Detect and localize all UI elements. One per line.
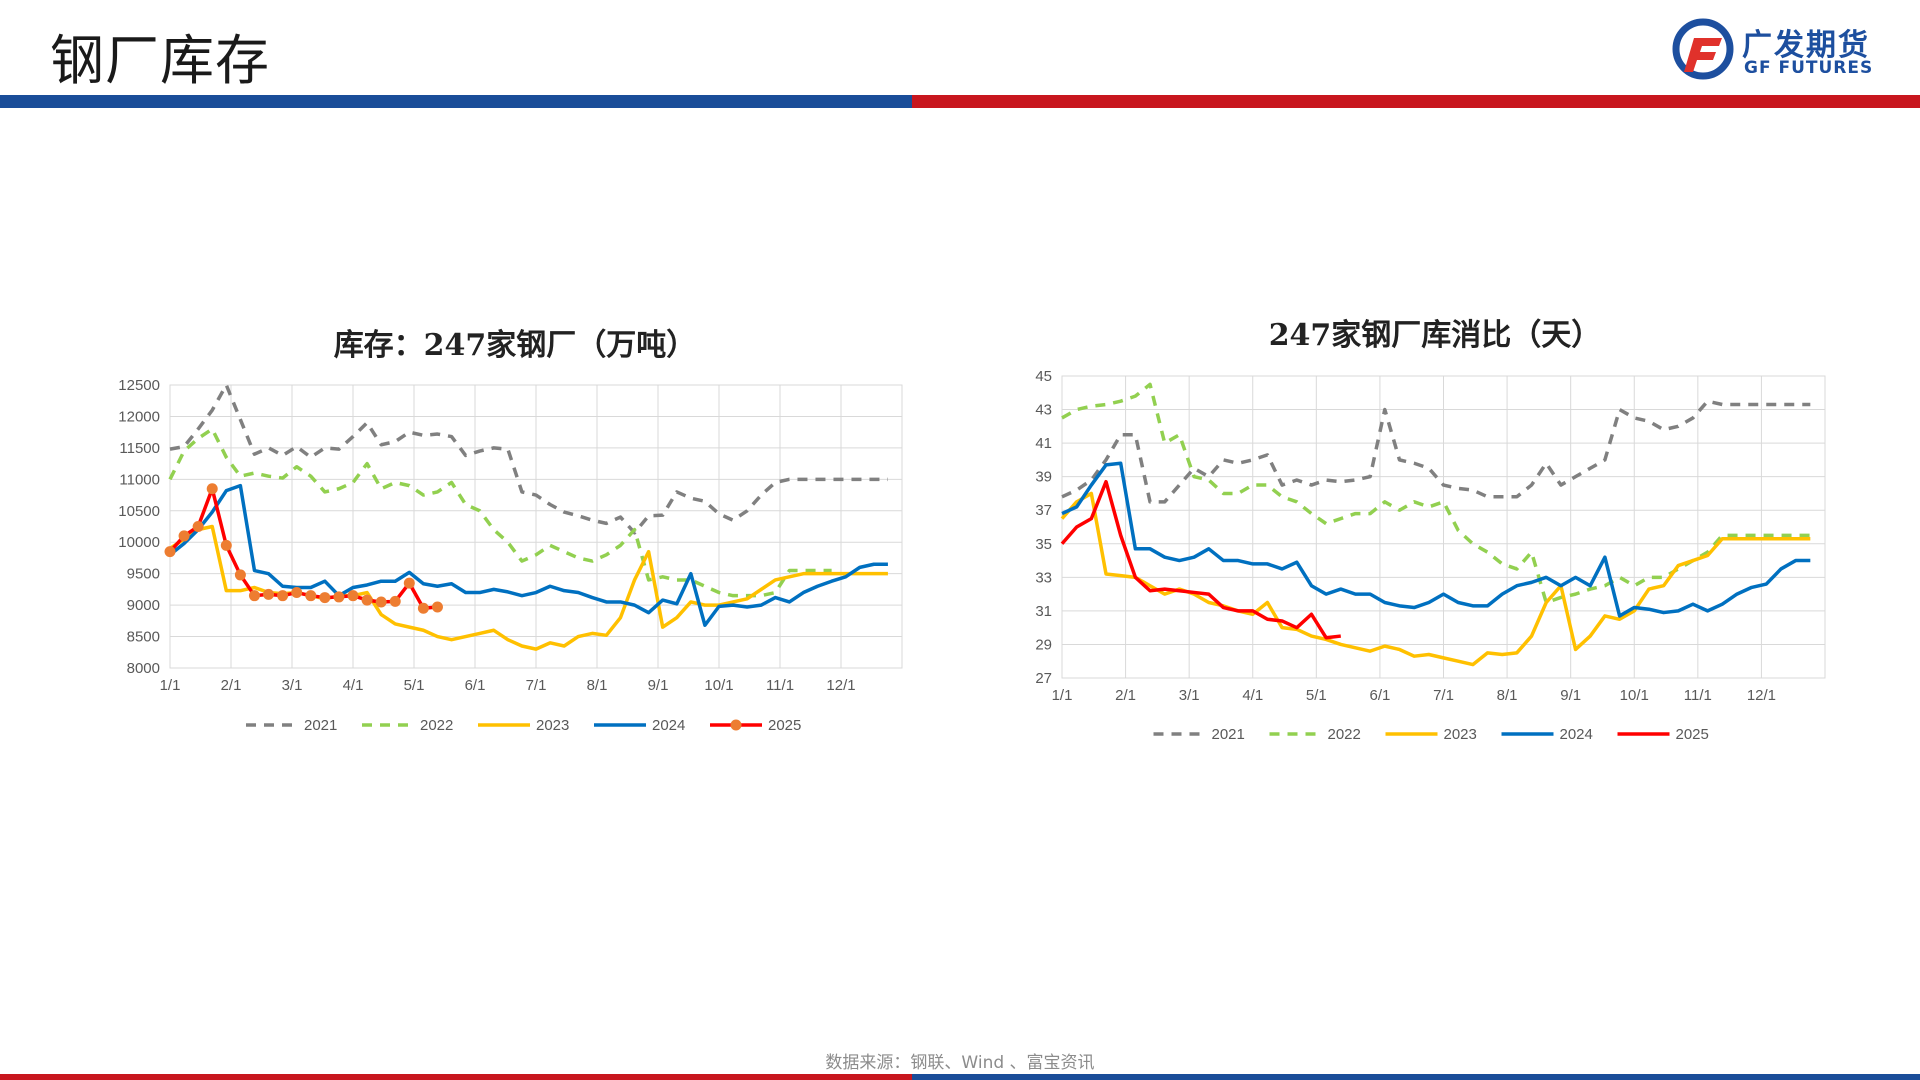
series-line-2021 xyxy=(1061,399,1811,504)
x-tick-label: 10/1 xyxy=(1620,687,1649,704)
x-tick-label: 4/1 xyxy=(343,677,364,694)
inventory-ratio-chart-svg: 27 29 31 33 35 37 39 41 43 45 1/1 2/1 3/1 4/1 5/1 6/1 7/… xyxy=(1035,368,1826,743)
y-tick-label: 8000 xyxy=(127,660,160,677)
legend-label-2021: 2021 xyxy=(304,717,337,734)
data-point-2025 xyxy=(164,546,176,558)
header-divider xyxy=(0,95,1920,108)
series-line-2025 xyxy=(1060,479,1341,640)
y-tick-label: 8500 xyxy=(127,629,160,646)
series-line-2024 xyxy=(1061,461,1811,618)
x-tick-label: 5/1 xyxy=(1306,687,1327,704)
y-tick-label: 11000 xyxy=(119,471,160,488)
logo-text-cn: 广发期货 xyxy=(1742,28,1870,63)
footer-red xyxy=(0,1074,912,1080)
legend-marker-2025 xyxy=(730,719,742,731)
y-tick-label: 35 xyxy=(1035,536,1052,553)
data-point-2025 xyxy=(206,483,218,495)
x-tick-label: 12/1 xyxy=(1747,687,1776,704)
legend-label-2025: 2025 xyxy=(1676,726,1709,743)
y-tick-label: 9000 xyxy=(127,597,160,614)
x-tick-label: 1/1 xyxy=(160,677,181,694)
x-tick-label: 3/1 xyxy=(282,677,303,694)
data-point-2025 xyxy=(403,577,415,589)
data-point-2025 xyxy=(431,601,443,613)
gf-logo-icon xyxy=(1672,18,1734,80)
x-tick-label: 6/1 xyxy=(1369,687,1390,704)
data-source: 数据来源：钢联、Wind 、富宝资讯 xyxy=(825,1053,1095,1073)
x-tick-label: 6/1 xyxy=(465,677,486,694)
data-point-2025 xyxy=(291,587,303,599)
data-point-2025 xyxy=(178,530,190,542)
logo-text-en: GF FUTURES xyxy=(1744,58,1874,78)
x-tick-label: 1/1 xyxy=(1052,687,1073,704)
data-point-2025 xyxy=(248,590,260,602)
y-tick-label: 12000 xyxy=(118,408,160,425)
divider-red xyxy=(912,95,1920,108)
page-title: 钢厂库存 xyxy=(50,29,270,92)
legend-label-2022: 2022 xyxy=(420,717,453,734)
inventory-ratio-chart: 247家钢厂库消比（天） 27 29 31 33 35 37 39 41 43 45 1/1 2/1 3… xyxy=(1010,300,1860,750)
chart-title: 247家钢厂库消比（天） xyxy=(1268,318,1602,353)
series-line-2021 xyxy=(169,383,888,535)
y-tick-label: 9500 xyxy=(127,566,160,583)
data-point-2025 xyxy=(389,595,401,607)
divider-blue xyxy=(0,95,912,108)
data-point-2025 xyxy=(220,539,232,551)
x-tick-label: 11/1 xyxy=(766,677,794,694)
inventory-chart-svg: 8000 8500 9000 9500 10000 10500 11000 11500 1200… xyxy=(118,377,903,734)
y-tick-label: 29 xyxy=(1035,636,1052,653)
y-tick-label: 10000 xyxy=(118,534,160,551)
legend-label-2025: 2025 xyxy=(768,717,801,734)
y-tick-label: 43 xyxy=(1035,402,1052,419)
y-tick-label: 39 xyxy=(1035,469,1052,486)
x-tick-label: 12/1 xyxy=(826,677,855,694)
x-tick-label: 7/1 xyxy=(1433,687,1454,704)
y-tick-label: 10500 xyxy=(118,503,160,520)
x-tick-label: 3/1 xyxy=(1179,687,1200,704)
data-point-2025 xyxy=(417,602,429,614)
series-line-2024 xyxy=(168,483,888,627)
footer-blue xyxy=(912,1074,1920,1080)
x-tick-label: 8/1 xyxy=(587,677,608,694)
footer-divider xyxy=(0,1074,1920,1080)
data-point-2025 xyxy=(263,588,275,600)
data-point-2025 xyxy=(234,569,246,581)
inventory-chart: 库存：247家钢厂（万吨） 8000 8500 9000 9500 10000 10500… xyxy=(95,300,935,750)
data-point-2025 xyxy=(347,590,359,602)
data-point-2025 xyxy=(361,594,373,606)
x-tick-label: 5/1 xyxy=(404,677,425,694)
y-tick-label: 12500 xyxy=(118,377,160,394)
legend-label-2024: 2024 xyxy=(1560,726,1593,743)
y-tick-label: 11500 xyxy=(119,440,160,457)
x-tick-label: 11/1 xyxy=(1684,687,1712,704)
data-point-2025 xyxy=(305,590,317,602)
data-point-2025 xyxy=(375,596,387,608)
legend-label-2021: 2021 xyxy=(1212,726,1245,743)
data-point-2025 xyxy=(192,521,204,532)
x-tick-label: 9/1 xyxy=(648,677,669,694)
x-tick-label: 2/1 xyxy=(1115,687,1136,704)
x-tick-label: 10/1 xyxy=(704,677,733,694)
y-tick-label: 41 xyxy=(1035,435,1052,452)
y-tick-label: 45 xyxy=(1035,368,1052,385)
x-tick-label: 2/1 xyxy=(221,677,242,694)
x-tick-label: 7/1 xyxy=(526,677,547,694)
legend-label-2023: 2023 xyxy=(536,717,569,734)
x-tick-label: 8/1 xyxy=(1497,687,1518,704)
gf-futures-logo: 广发期货 GF FUTURES xyxy=(1672,18,1882,86)
legend-label-2023: 2023 xyxy=(1444,726,1477,743)
x-tick-label: 4/1 xyxy=(1242,687,1263,704)
legend-label-2024: 2024 xyxy=(652,717,685,734)
chart-title: 库存：247家钢厂（万吨） xyxy=(333,328,697,363)
x-tick-label: 9/1 xyxy=(1560,687,1581,704)
y-tick-label: 31 xyxy=(1035,603,1052,620)
data-point-2025 xyxy=(277,590,289,602)
y-tick-label: 33 xyxy=(1035,569,1052,586)
y-tick-label: 27 xyxy=(1035,670,1052,687)
series-line-2022 xyxy=(168,427,832,598)
legend-label-2022: 2022 xyxy=(1328,726,1361,743)
y-tick-label: 37 xyxy=(1035,502,1052,519)
data-point-2025 xyxy=(319,592,331,604)
data-point-2025 xyxy=(333,591,345,603)
